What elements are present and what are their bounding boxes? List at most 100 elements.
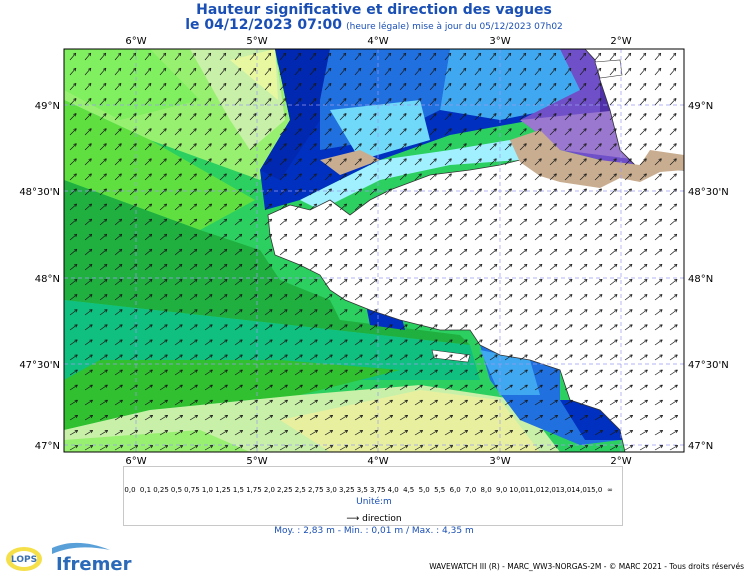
direction-arrow-head — [118, 143, 122, 147]
direction-arrow-head — [389, 279, 393, 283]
direction-arrow-head — [478, 158, 482, 162]
direction-arrow — [594, 279, 603, 286]
direction-arrow — [669, 279, 678, 286]
direction-arrow — [414, 248, 423, 256]
direction-arrow-head — [658, 158, 662, 162]
direction-arrow — [369, 173, 377, 181]
direction-arrow — [489, 430, 498, 436]
direction-arrow-head — [148, 82, 152, 87]
direction-arrow-head — [418, 82, 422, 87]
direction-arrow — [294, 67, 302, 76]
direction-arrow-head — [223, 233, 228, 238]
direction-arrow — [594, 399, 603, 406]
direction-arrow-head — [104, 384, 108, 388]
direction-arrow — [459, 128, 467, 136]
direction-arrow-head — [133, 113, 137, 117]
direction-arrow — [654, 309, 663, 316]
direction-arrow-head — [569, 354, 573, 358]
direction-arrow — [594, 98, 602, 106]
direction-arrow-head — [449, 430, 454, 434]
direction-arrow-head — [419, 309, 423, 313]
direction-arrow-head — [223, 188, 227, 192]
direction-arrow — [294, 294, 303, 301]
direction-arrow-head — [494, 354, 498, 358]
direction-arrow-head — [584, 354, 588, 358]
direction-arrow — [159, 309, 168, 316]
direction-arrow-head — [538, 263, 543, 268]
direction-arrow — [159, 384, 168, 391]
direction-arrow-head — [403, 188, 407, 192]
direction-arrow-head — [553, 263, 558, 268]
direction-arrow — [264, 264, 273, 271]
direction-arrow-head — [567, 67, 572, 72]
direction-arrow-head — [224, 279, 228, 283]
direction-arrow-head — [598, 113, 602, 117]
direction-arrow — [669, 339, 678, 346]
direction-arrow-head — [89, 309, 93, 313]
direction-arrow — [444, 384, 453, 391]
direction-arrow-head — [238, 173, 242, 177]
direction-arrow — [654, 430, 663, 436]
direction-arrow — [564, 173, 572, 181]
direction-arrow-head — [479, 430, 484, 434]
direction-arrow — [489, 98, 497, 106]
direction-arrow — [249, 430, 258, 436]
direction-arrow — [264, 339, 273, 346]
direction-arrow — [654, 264, 663, 271]
direction-arrow-head — [194, 430, 199, 434]
direction-arrow — [99, 445, 108, 451]
direction-arrow-head — [389, 354, 393, 358]
direction-arrow — [399, 248, 408, 256]
direction-arrow — [369, 128, 377, 136]
direction-arrow — [324, 279, 333, 286]
direction-arrow — [639, 233, 648, 241]
direction-arrow-head — [148, 158, 152, 162]
direction-arrow — [294, 430, 303, 436]
direction-arrow — [279, 430, 288, 436]
direction-arrow — [144, 188, 152, 196]
direction-arrow-head — [493, 248, 498, 253]
direction-arrow — [339, 143, 347, 151]
direction-arrow — [294, 173, 302, 181]
direction-arrow — [459, 384, 468, 391]
direction-arrow-head — [388, 218, 393, 223]
direction-arrow-head — [299, 369, 303, 373]
direction-arrow — [294, 128, 302, 136]
direction-arrow-head — [118, 188, 122, 192]
direction-arrow — [579, 309, 588, 316]
direction-arrow — [384, 83, 392, 91]
lon-tick: 3°W — [489, 36, 510, 47]
direction-arrow — [309, 188, 317, 196]
direction-arrow-head — [552, 67, 557, 72]
direction-arrow — [144, 415, 153, 421]
direction-arrow-head — [223, 113, 227, 117]
direction-arrow — [69, 143, 77, 151]
legend-stats: Moy. : 2,83 m - Min. : 0,01 m / Max. : 4… — [274, 526, 474, 536]
direction-arrow — [219, 143, 227, 151]
direction-arrow — [444, 218, 453, 226]
direction-arrow — [609, 218, 618, 226]
direction-arrow-head — [629, 339, 633, 343]
direction-arrow-head — [283, 173, 287, 177]
direction-arrow-head — [134, 309, 138, 313]
direction-arrow-head — [194, 369, 198, 373]
direction-arrow-head — [673, 188, 677, 192]
direction-arrow-head — [268, 248, 273, 253]
direction-arrow — [249, 188, 257, 196]
direction-arrow — [324, 128, 332, 136]
direction-arrow-head — [88, 113, 92, 117]
direction-arrow-head — [493, 203, 498, 207]
direction-arrow — [339, 113, 347, 121]
direction-arrow — [534, 445, 543, 451]
direction-arrow — [444, 309, 453, 316]
direction-arrow-head — [599, 354, 603, 358]
direction-arrow — [459, 354, 468, 361]
direction-arrow-head — [268, 233, 273, 238]
direction-arrow — [369, 52, 377, 61]
direction-arrow — [129, 294, 138, 301]
direction-arrow — [294, 445, 303, 451]
direction-arrow — [459, 324, 468, 331]
direction-arrow-head — [388, 158, 392, 162]
direction-arrow — [654, 354, 663, 361]
direction-arrow-head — [597, 52, 602, 57]
